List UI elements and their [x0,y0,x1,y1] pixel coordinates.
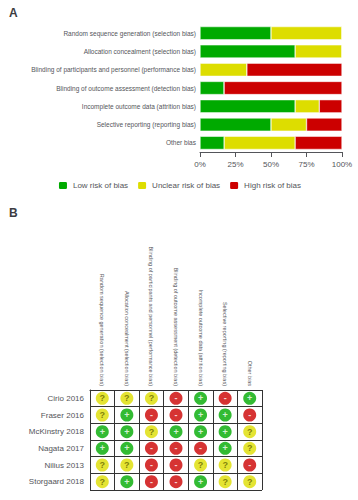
svg-text:-: - [175,477,178,487]
svg-text:-: - [175,410,178,420]
svg-text:Allocation concealment (select: Allocation concealment (selection bias) [124,291,130,386]
svg-text:?: ? [149,393,155,403]
svg-text:-: - [150,460,153,470]
svg-text:Cirio 2016: Cirio 2016 [48,394,85,403]
svg-text:+: + [198,477,203,487]
svg-text:-: - [248,410,251,420]
svg-text:?: ? [100,410,106,420]
svg-text:Blinding of outcome assessment: Blinding of outcome assessment (detectio… [56,85,196,93]
svg-text:-: - [175,460,178,470]
svg-text:Other bias: Other bias [247,361,253,387]
svg-text:High risk of bias: High risk of bias [244,181,301,190]
svg-text:-: - [199,443,202,453]
svg-text:Fraser 2016: Fraser 2016 [41,411,85,420]
svg-text:A: A [9,6,18,20]
svg-text:Random sequence generation (se: Random sequence generation (selection bi… [63,30,196,38]
svg-text:Incomplete outcome data (attri: Incomplete outcome data (attrition bias) [198,289,204,386]
svg-text:+: + [198,427,203,437]
svg-text:Blinding of participants and p: Blinding of participants and personnel (… [31,66,196,74]
svg-text:McKinstry 2018: McKinstry 2018 [29,427,85,436]
svg-text:Nagata 2017: Nagata 2017 [38,444,84,453]
svg-text:-: - [150,410,153,420]
svg-text:?: ? [100,477,106,487]
svg-text:-: - [150,443,153,453]
svg-text:Other bias: Other bias [166,139,197,146]
svg-text:?: ? [198,460,204,470]
svg-text:+: + [173,427,178,437]
svg-text:?: ? [100,393,106,403]
svg-text:+: + [124,443,129,453]
svg-text:-: - [150,477,153,487]
svg-text:+: + [124,427,129,437]
svg-text:Blinding of outcome assessment: Blinding of outcome assessment (detectio… [173,268,179,386]
svg-text:Blinding of participants and p: Blinding of participants and personnel (… [148,247,154,387]
svg-text:?: ? [124,460,130,470]
svg-text:+: + [223,443,228,453]
svg-text:?: ? [222,460,228,470]
svg-text:50%: 50% [263,160,279,169]
svg-text:+: + [100,427,105,437]
svg-text:?: ? [247,427,253,437]
svg-text:-: - [224,393,227,403]
svg-text:Random sequence generation (se: Random sequence generation (selection bi… [99,274,105,386]
svg-text:0%: 0% [194,160,206,169]
svg-text:+: + [124,410,129,420]
svg-text:+: + [198,393,203,403]
svg-text:B: B [9,206,18,220]
svg-text:-: - [175,443,178,453]
svg-text:?: ? [149,427,155,437]
svg-text:?: ? [124,393,130,403]
svg-text:?: ? [247,443,253,453]
svg-text:+: + [223,427,228,437]
svg-text:+: + [223,410,228,420]
svg-text:+: + [247,393,252,403]
svg-text:+: + [100,443,105,453]
svg-text:?: ? [247,477,253,487]
svg-text:Incomplete outcome data (attri: Incomplete outcome data (attrition bias) [82,103,196,111]
svg-text:Storgaard 2018: Storgaard 2018 [29,477,85,486]
svg-text:?: ? [222,477,228,487]
svg-text:?: ? [100,460,106,470]
svg-text:Selective reporting (reporting: Selective reporting (reporting bias) [97,121,196,129]
svg-text:Allocation concealment (select: Allocation concealment (selection bias) [84,48,196,56]
svg-text:Unclear risk of bias: Unclear risk of bias [152,181,220,190]
svg-text:25%: 25% [227,160,243,169]
svg-text:+: + [124,477,129,487]
svg-text:Low risk of bias: Low risk of bias [73,181,128,190]
svg-text:+: + [198,410,203,420]
svg-text:Nilius 2013: Nilius 2013 [44,461,84,470]
svg-text:Selective reporting (reporting: Selective reporting (reporting bias) [222,302,228,386]
svg-text:75%: 75% [298,160,314,169]
svg-text:-: - [175,393,178,403]
svg-text:100%: 100% [332,160,352,169]
svg-text:-: - [248,460,251,470]
